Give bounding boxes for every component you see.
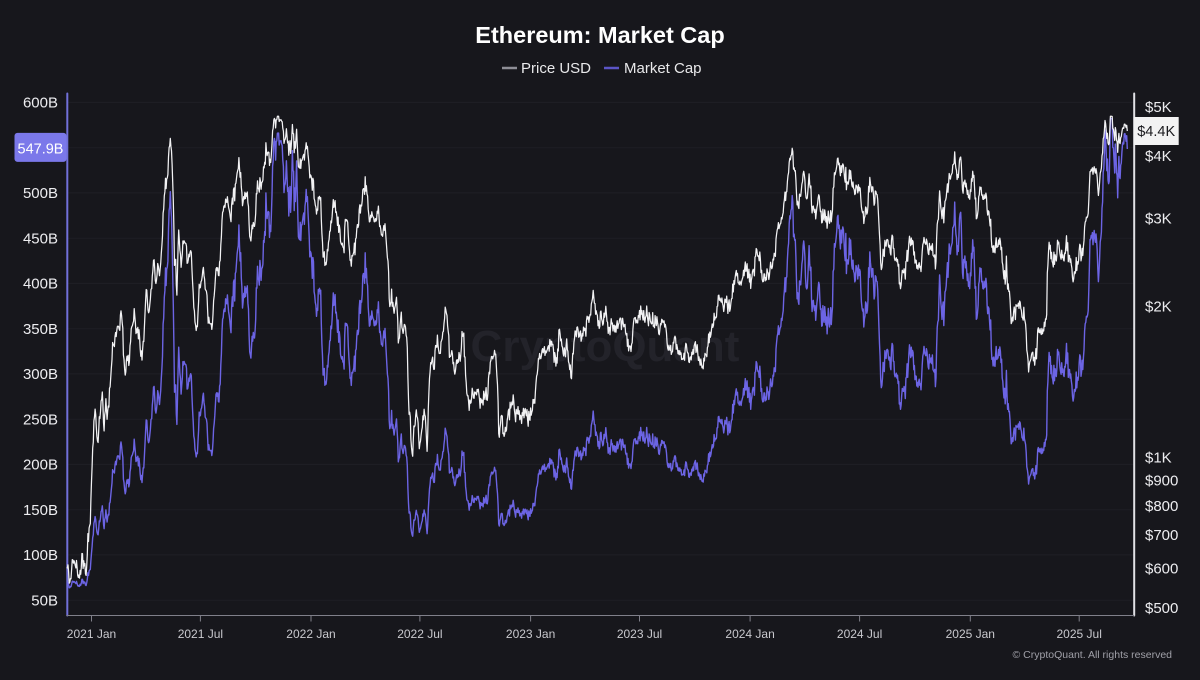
svg-text:2023 Jan: 2023 Jan xyxy=(506,627,555,641)
svg-text:2024 Jul: 2024 Jul xyxy=(837,627,882,641)
svg-text:$2K: $2K xyxy=(1145,299,1172,316)
svg-text:$700: $700 xyxy=(1145,527,1178,544)
svg-text:150B: 150B xyxy=(23,502,58,519)
svg-text:$900: $900 xyxy=(1145,472,1178,489)
svg-text:547.9B: 547.9B xyxy=(18,142,64,158)
svg-text:$3K: $3K xyxy=(1145,210,1172,227)
svg-text:100B: 100B xyxy=(23,547,58,564)
svg-text:2023 Jul: 2023 Jul xyxy=(617,627,662,641)
svg-text:$4.4K: $4.4K xyxy=(1137,124,1175,140)
svg-text:2025 Jul: 2025 Jul xyxy=(1057,627,1102,641)
svg-text:200B: 200B xyxy=(23,457,58,474)
svg-text:2021 Jul: 2021 Jul xyxy=(178,627,223,641)
svg-text:2022 Jul: 2022 Jul xyxy=(397,627,442,641)
svg-text:$5K: $5K xyxy=(1145,99,1172,116)
svg-text:$500: $500 xyxy=(1145,600,1178,617)
svg-text:50B: 50B xyxy=(31,592,58,609)
svg-text:400B: 400B xyxy=(23,276,58,293)
svg-text:$1K: $1K xyxy=(1145,449,1172,466)
svg-text:450B: 450B xyxy=(23,230,58,247)
svg-text:500B: 500B xyxy=(23,185,58,202)
svg-text:Market Cap: Market Cap xyxy=(624,60,702,77)
svg-text:2024 Jan: 2024 Jan xyxy=(725,627,774,641)
svg-text:600B: 600B xyxy=(23,95,58,112)
svg-text:300B: 300B xyxy=(23,366,58,383)
svg-text:2025 Jan: 2025 Jan xyxy=(946,627,995,641)
svg-text:$600: $600 xyxy=(1145,561,1178,578)
svg-text:2022 Jan: 2022 Jan xyxy=(286,627,335,641)
svg-text:Ethereum: Market Cap: Ethereum: Market Cap xyxy=(475,22,724,48)
svg-text:© CryptoQuant. All rights rese: © CryptoQuant. All rights reserved xyxy=(1013,649,1173,661)
svg-text:2021 Jan: 2021 Jan xyxy=(67,627,116,641)
svg-text:$4K: $4K xyxy=(1145,148,1172,165)
svg-text:CryptoQuant: CryptoQuant xyxy=(471,322,740,371)
svg-text:$800: $800 xyxy=(1145,498,1178,515)
svg-text:250B: 250B xyxy=(23,411,58,428)
svg-text:350B: 350B xyxy=(23,321,58,338)
svg-text:Price USD: Price USD xyxy=(521,60,591,77)
